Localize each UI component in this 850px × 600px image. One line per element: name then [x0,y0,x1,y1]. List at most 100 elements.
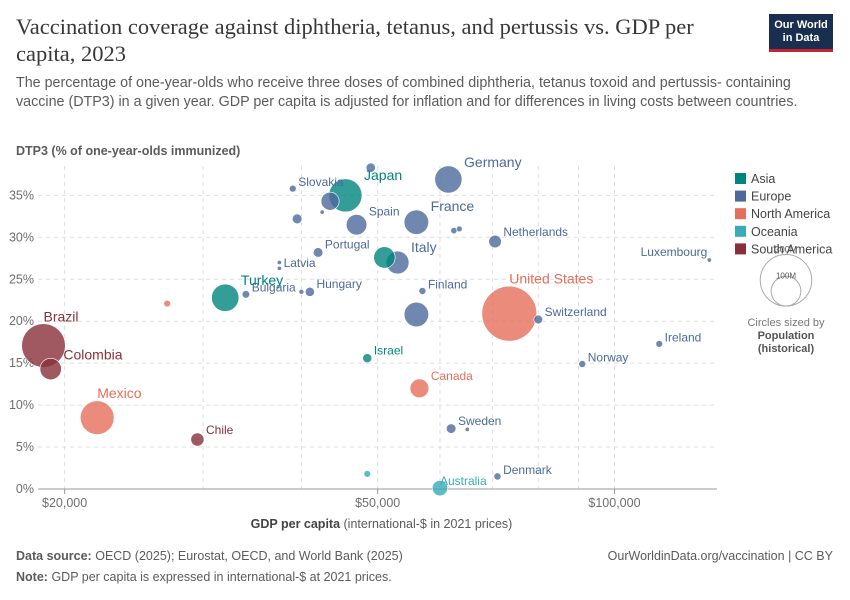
data-point-mexico [80,400,115,435]
data-label-portugal: Portugal [325,238,370,252]
x-tick-label: $20,000 [42,496,87,510]
data-point-unlabeled [320,191,340,211]
data-source-text: OECD (2025); Eurostat, OECD, and World B… [95,549,403,563]
data-label-denmark: Denmark [503,463,553,477]
data-label-israel: Israel [374,344,403,358]
data-point-unlabeled [276,259,282,265]
data-point-unlabeled [319,209,325,215]
data-point-colombia [39,358,62,381]
y-tick-label: 35% [9,188,34,202]
data-label-turkey: Turkey [241,272,283,288]
data-point-unlabeled [450,227,458,235]
data-point-switzerland [533,314,543,325]
data-point-hungary [304,286,315,297]
data-point-france [403,209,429,235]
data-label-netherlands: Netherlands [503,225,568,239]
size-legend-caption-note: (historical) [758,343,815,355]
data-label-germany: Germany [464,154,522,170]
data-label-ireland: Ireland [665,330,702,344]
data-point-chile [190,432,205,447]
data-source-label: Data source: [16,549,92,563]
legend-label: Oceania [751,225,798,239]
data-point-united-states [481,285,537,342]
logo-line-1: Our World [774,19,828,31]
y-tick-label: 0% [16,482,34,496]
data-point-unlabeled [291,213,303,225]
chart-note: Note: GDP per capita is expressed in int… [16,570,392,584]
data-point-sweden [446,423,457,434]
data-point-finland [418,287,427,295]
y-tick-label: 5% [16,440,34,454]
y-tick-label: 20% [9,314,34,328]
data-point-unlabeled [456,225,463,233]
legend-swatch [735,208,746,220]
data-label-slovakia: Slovakia [298,175,344,189]
data-point-unlabeled [464,426,470,432]
data-source: Data source: OECD (2025); Eurostat, OECD… [16,549,403,563]
legend-swatch [735,173,746,184]
note-text: GDP per capita is expressed in internati… [51,570,392,584]
data-point-denmark [493,472,502,481]
x-axis-title-bold: GDP per capita [251,517,344,531]
data-point-latvia [276,265,282,271]
data-point-ireland [655,340,663,348]
size-legend-large-label: 300M [775,245,798,255]
data-label-australia: Australia [440,474,487,488]
x-axis-title: GDP per capita (international-$ in 2021 … [251,517,513,531]
data-label-hungary: Hungary [316,277,361,291]
data-point-unlabeled [403,301,429,328]
data-point-bulgaria [241,290,251,299]
data-point-unlabeled [365,162,376,173]
data-label-united-states: United States [509,270,593,286]
size-legend-small-label: 100M [776,271,796,280]
data-point-canada [409,378,430,399]
data-label-italy: Italy [411,239,437,255]
data-label-finland: Finland [428,277,467,291]
data-point-unlabeled [298,289,305,295]
legend-label: North America [751,207,830,221]
data-label-sweden: Sweden [458,414,501,428]
data-label-norway: Norway [588,351,629,365]
data-label-colombia: Colombia [63,346,122,362]
data-point-netherlands [488,234,502,249]
data-point-spain [345,214,368,236]
data-label-japan: Japan [364,167,402,183]
data-point-israel [362,353,373,364]
y-axis-title: DTP3 (% of one-year-olds immunized) [16,144,240,158]
data-point-australia [431,480,448,497]
owid-logo[interactable]: Our World in Data [769,14,833,52]
data-point-germany [434,165,463,194]
data-label-canada: Canada [431,369,473,383]
legend-label: Europe [751,190,791,204]
data-point-portugal [312,247,324,258]
data-point-unlabeled [163,299,171,308]
x-tick-label: $50,000 [355,496,400,510]
legend-label: South America [751,242,832,256]
y-tick-label: 25% [9,272,34,286]
legend-swatch [735,243,746,255]
size-legend-small-circle [770,275,802,307]
data-point-luxembourg [706,257,712,263]
y-tick-label: 10% [9,398,34,412]
data-label-chile: Chile [206,423,234,437]
data-label-luxembourg: Luxembourg [641,245,708,259]
data-label-bulgaria: Bulgaria [252,281,296,295]
size-legend-caption-variable: Population [758,330,815,342]
license-link[interactable]: OurWorldinData.org/vaccination | CC BY [607,549,833,563]
chart-subtitle: The percentage of one-year-olds who rece… [16,75,798,110]
data-label-france: France [431,198,475,214]
legend-label: Asia [751,172,775,186]
data-point-unlabeled [373,246,396,269]
data-point-norway [578,360,587,368]
chart-title: Vaccination coverage against diphtheria,… [16,14,694,66]
legend-swatch [735,190,746,202]
logo-line-2: in Data [782,32,820,44]
data-label-latvia: Latvia [284,256,316,270]
data-point-turkey [211,283,240,312]
x-axis-title-rest: (international-$ in 2021 prices) [344,517,513,531]
legend-swatch [735,225,746,237]
data-point-slovakia [289,184,297,193]
data-label-brazil: Brazil [43,309,78,325]
x-tick-label: $100,000 [588,496,640,510]
